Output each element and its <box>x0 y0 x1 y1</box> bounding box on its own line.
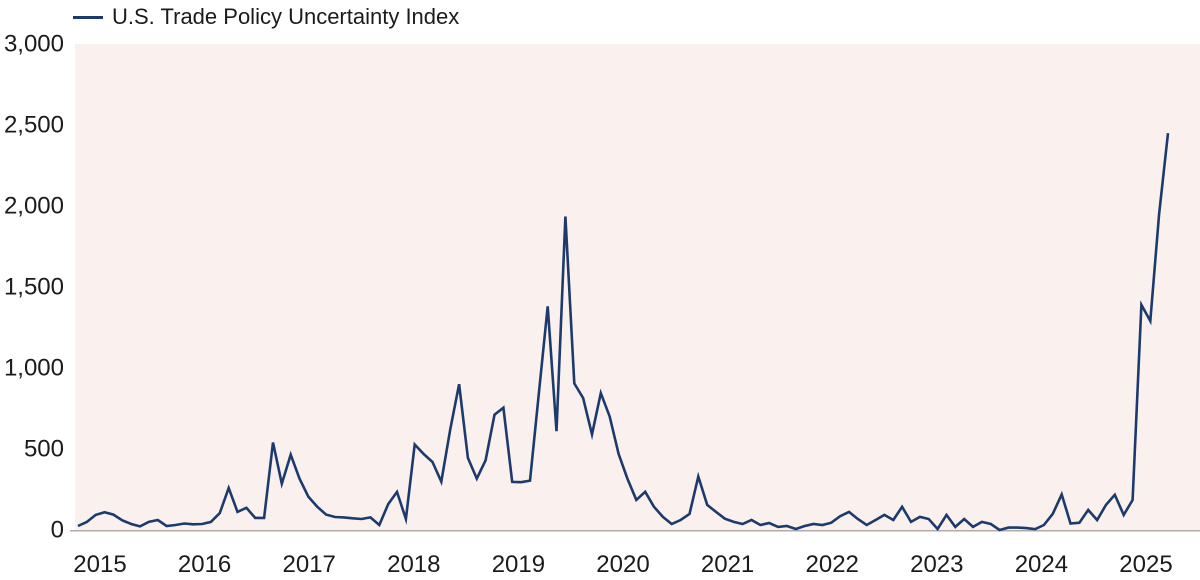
y-axis-tick-label: 3,000 <box>4 31 64 58</box>
x-axis-year-label: 2022 <box>806 551 859 578</box>
y-axis-tick-label: 500 <box>24 436 64 463</box>
y-axis-tick-label: 2,000 <box>4 193 64 220</box>
legend-line-swatch <box>73 15 103 19</box>
x-axis-year-label: 2024 <box>1015 551 1068 578</box>
x-axis-year-label: 2021 <box>701 551 754 578</box>
y-axis-tick-label: 2,500 <box>4 112 64 139</box>
x-axis-year-label: 2016 <box>178 551 231 578</box>
x-axis-year-label: 2018 <box>387 551 440 578</box>
x-axis-year-label: 2023 <box>910 551 963 578</box>
plot-area <box>75 44 1200 530</box>
x-axis-year-label: 2017 <box>283 551 336 578</box>
x-axis-year-label: 2020 <box>596 551 649 578</box>
x-axis-year-label: 2025 <box>1119 551 1172 578</box>
legend-label: U.S. Trade Policy Uncertainty Index <box>112 4 460 29</box>
y-axis-tick-label: 1,000 <box>4 355 64 382</box>
x-axis-year-label: 2015 <box>73 551 126 578</box>
legend: U.S. Trade Policy Uncertainty Index <box>73 4 459 30</box>
x-axis-year-label: 2019 <box>492 551 545 578</box>
y-axis-tick-label: 1,500 <box>4 274 64 301</box>
y-axis-tick-label: 0 <box>51 517 64 544</box>
index-line <box>77 132 1170 532</box>
